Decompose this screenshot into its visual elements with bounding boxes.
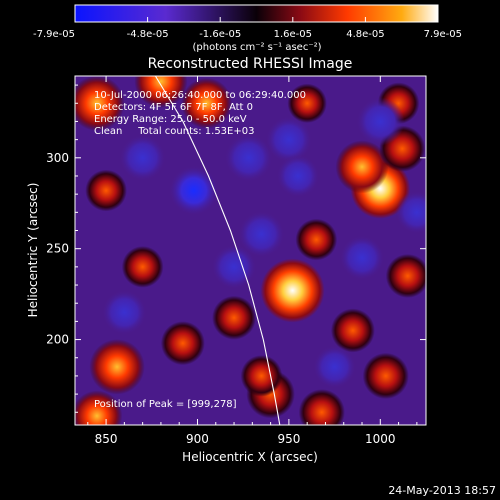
- emission-source: [385, 253, 426, 298]
- plot-area: [74, 75, 427, 426]
- x-tick-label: 900: [186, 432, 209, 446]
- x-tick-label: 950: [277, 432, 300, 446]
- negative-residual: [395, 190, 426, 234]
- annotation-peak-position: Position of Peak = [999,278]: [94, 399, 237, 410]
- annotation-energy-range: Energy Range: 25.0 - 50.0 keV: [94, 114, 247, 125]
- emission-source: [89, 339, 145, 395]
- solar-limb-line: [154, 76, 281, 425]
- y-axis-label: Heliocentric Y (arcsec): [26, 183, 40, 318]
- negative-residual: [211, 244, 257, 290]
- emission-source: [134, 76, 188, 108]
- axis-ticks: [75, 76, 426, 425]
- emission-source: [181, 77, 233, 129]
- chart-title: Reconstructed RHESSI Image: [148, 56, 353, 72]
- x-axis-label: Heliocentric X (arcsec): [182, 450, 318, 464]
- annotation-detectors: Detectors: 4F 5F 6F 7F 8F, Att 0: [94, 102, 253, 113]
- y-tick-label: 250: [46, 242, 69, 256]
- negative-residual: [265, 116, 313, 163]
- negative-residual: [238, 210, 285, 258]
- emission-source: [75, 76, 125, 131]
- negative-residual: [119, 134, 166, 182]
- emission-source: [335, 140, 389, 194]
- heatmap-sources: [75, 76, 426, 425]
- emission-source: [85, 169, 127, 212]
- emission-source: [160, 321, 205, 366]
- emission-source: [362, 352, 409, 400]
- colorbar: -7.9e-05 -4.8e-05 -1.6e-05 1.6e-05 4.8e-05 7.…: [33, 4, 462, 53]
- negative-residual: [276, 154, 320, 198]
- colorbar-unit-label: (photons cm⁻² s⁻¹ asec⁻²): [192, 42, 321, 53]
- x-tick-label: 850: [95, 432, 118, 446]
- annotation-time-range: 10-Jul-2000 06:26:40.000 to 06:29:40.000: [94, 90, 306, 101]
- colorbar-tick-label: 4.8e-05: [346, 29, 384, 40]
- colorbar-tick-label: 1.6e-05: [274, 29, 312, 40]
- y-tick-labels: 200 250 300: [46, 151, 69, 347]
- emission-source: [240, 355, 283, 397]
- emission-source: [121, 246, 164, 288]
- negative-residual: [356, 97, 405, 146]
- negative-residual: [168, 165, 219, 216]
- emission-source: [330, 308, 375, 353]
- colorbar-tick-labels: -7.9e-05 -4.8e-05 -1.6e-05 1.6e-05 4.8e-05 7.…: [33, 29, 462, 40]
- colorbar-tick-label: -7.9e-05: [33, 29, 75, 40]
- negative-residual: [224, 133, 273, 182]
- emission-source: [212, 295, 257, 340]
- x-tick-labels: 850 900 950 1000: [95, 432, 396, 446]
- colorbar-ticks: [74, 17, 439, 22]
- colorbar-tick-label: -4.8e-05: [127, 29, 169, 40]
- emission-source: [298, 389, 345, 425]
- plot-frame: [74, 75, 427, 426]
- footer-date: 24-May-2013 18:57: [388, 484, 496, 497]
- annotation-clean-counts: Clean Total counts: 1.53E+03: [94, 126, 254, 137]
- negative-residual: [339, 235, 385, 281]
- y-tick-label: 200: [46, 333, 69, 347]
- emission-source: [287, 83, 327, 123]
- negative-residual: [101, 289, 147, 335]
- emission-source: [295, 218, 338, 261]
- colorbar-tick-label: -1.6e-05: [199, 29, 241, 40]
- emission-source: [75, 390, 123, 425]
- x-tick-label: 1000: [365, 432, 396, 446]
- colorbar-tick-label: 7.9e-05: [424, 29, 462, 40]
- negative-residual: [313, 345, 357, 389]
- colorbar-gradient: [74, 4, 439, 23]
- annotations: 10-Jul-2000 06:26:40.000 to 06:29:40.000…: [94, 90, 306, 410]
- emission-source: [260, 258, 325, 323]
- y-tick-label: 300: [46, 151, 69, 165]
